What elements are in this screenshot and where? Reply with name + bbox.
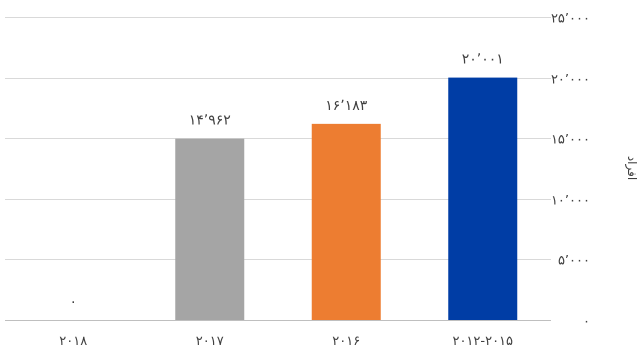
bar bbox=[311, 123, 381, 321]
y-axis-labels: ۰ ۵٬۰۰۰ ۱۰٬۰۰۰ ۱۵٬۰۰۰ ۲۰٬۰۰۰ ۲۵٬۰۰۰ bbox=[551, 12, 590, 330]
data-label: ۱۶٬۱۸۳ bbox=[325, 98, 368, 114]
data-label: ۲۰٬۰۰۱ bbox=[462, 52, 504, 68]
data-labels: ۰ ۱۴٬۹۶۲ ۱۶٬۱۸۳ ۲۰٬۰۰۱ bbox=[69, 52, 504, 310]
x-tick-label: ۲۰۱۶ bbox=[332, 334, 360, 349]
data-label: ۰ bbox=[69, 294, 77, 310]
x-axis-labels: ۲۰۱۸ ۲۰۱۷ ۲۰۱۶ ۲۰۱۲-۲۰۱۵ bbox=[59, 334, 513, 349]
y-tick-label: ۵٬۰۰۰ bbox=[558, 254, 590, 269]
y-tick-label: ۱۵٬۰۰۰ bbox=[551, 133, 590, 148]
data-label: ۱۴٬۹۶۲ bbox=[189, 113, 231, 129]
gridlines bbox=[5, 17, 551, 321]
y-tick-label: ۰ bbox=[583, 315, 590, 330]
x-tick-label: ۲۰۱۷ bbox=[196, 334, 224, 349]
bar bbox=[175, 138, 245, 320]
y-tick-label: ۲۰٬۰۰۰ bbox=[551, 73, 590, 88]
x-tick-label: ۲۰۱۸ bbox=[59, 334, 87, 349]
y-axis-title: افراد bbox=[624, 156, 639, 180]
bars bbox=[175, 77, 518, 321]
y-tick-label: ۱۰٬۰۰۰ bbox=[551, 194, 590, 209]
y-tick-label: ۲۵٬۰۰۰ bbox=[551, 12, 590, 27]
bar bbox=[448, 77, 518, 320]
x-tick-label: ۲۰۱۲-۲۰۱۵ bbox=[452, 334, 513, 349]
